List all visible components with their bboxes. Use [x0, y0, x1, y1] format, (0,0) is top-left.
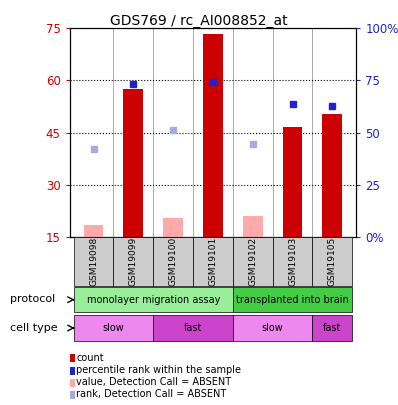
Bar	[193, 237, 233, 286]
Text: GSM19102: GSM19102	[248, 237, 257, 286]
Bar	[163, 218, 183, 237]
Text: slow: slow	[103, 323, 124, 333]
Bar	[312, 315, 352, 341]
Text: GSM19105: GSM19105	[328, 237, 337, 286]
Bar	[322, 113, 342, 237]
Text: GSM19098: GSM19098	[89, 237, 98, 286]
Bar	[203, 34, 223, 237]
Text: GSM19101: GSM19101	[209, 237, 217, 286]
Text: fast: fast	[184, 323, 202, 333]
Bar	[233, 237, 273, 286]
Text: cell type: cell type	[10, 323, 58, 333]
Text: GSM19099: GSM19099	[129, 237, 138, 286]
Text: GSM19103: GSM19103	[288, 237, 297, 286]
Bar	[153, 315, 233, 341]
Bar	[283, 128, 302, 237]
Bar	[273, 237, 312, 286]
Text: slow: slow	[262, 323, 283, 333]
Bar	[233, 287, 352, 313]
Text: protocol: protocol	[10, 294, 55, 304]
Bar	[153, 237, 193, 286]
Bar	[233, 315, 312, 341]
Bar	[84, 225, 103, 237]
Text: fast: fast	[323, 323, 341, 333]
Bar	[312, 237, 352, 286]
Text: rank, Detection Call = ABSENT: rank, Detection Call = ABSENT	[76, 389, 227, 399]
Bar	[123, 89, 143, 237]
Text: transplanted into brain: transplanted into brain	[236, 295, 349, 305]
Text: percentile rank within the sample: percentile rank within the sample	[76, 365, 242, 375]
Bar	[74, 287, 233, 313]
Text: monolayer migration assay: monolayer migration assay	[86, 295, 220, 305]
Text: count: count	[76, 353, 104, 362]
Bar	[74, 315, 153, 341]
Bar	[74, 237, 113, 286]
Text: GSM19100: GSM19100	[169, 237, 178, 286]
Text: GDS769 / rc_AI008852_at: GDS769 / rc_AI008852_at	[110, 14, 288, 28]
Bar	[243, 216, 263, 237]
Bar	[113, 237, 153, 286]
Text: value, Detection Call = ABSENT: value, Detection Call = ABSENT	[76, 377, 232, 387]
